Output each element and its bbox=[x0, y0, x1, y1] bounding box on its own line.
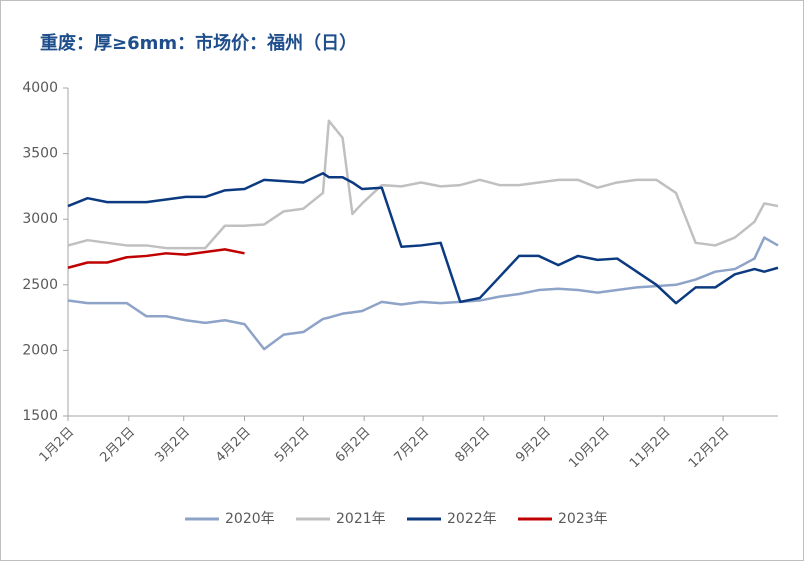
y-tick-label: 3500 bbox=[22, 146, 58, 162]
y-tick-label: 1500 bbox=[22, 408, 58, 424]
y-tick-label: 2000 bbox=[22, 342, 58, 358]
legend-label: 2023年 bbox=[558, 511, 608, 527]
legend-label: 2020年 bbox=[225, 511, 275, 527]
y-tick-label: 3000 bbox=[22, 211, 58, 227]
series-line bbox=[67, 248, 245, 269]
y-tick-label: 2500 bbox=[22, 277, 58, 293]
y-tick-label: 4000 bbox=[22, 80, 58, 96]
legend-label: 2022年 bbox=[447, 511, 497, 527]
series-line bbox=[67, 172, 779, 305]
chart-title: 重废：厚≥6mm：市场价：福州（日） bbox=[40, 32, 357, 54]
series-line bbox=[67, 119, 779, 250]
legend-label: 2021年 bbox=[336, 511, 386, 527]
series-line bbox=[67, 236, 779, 351]
